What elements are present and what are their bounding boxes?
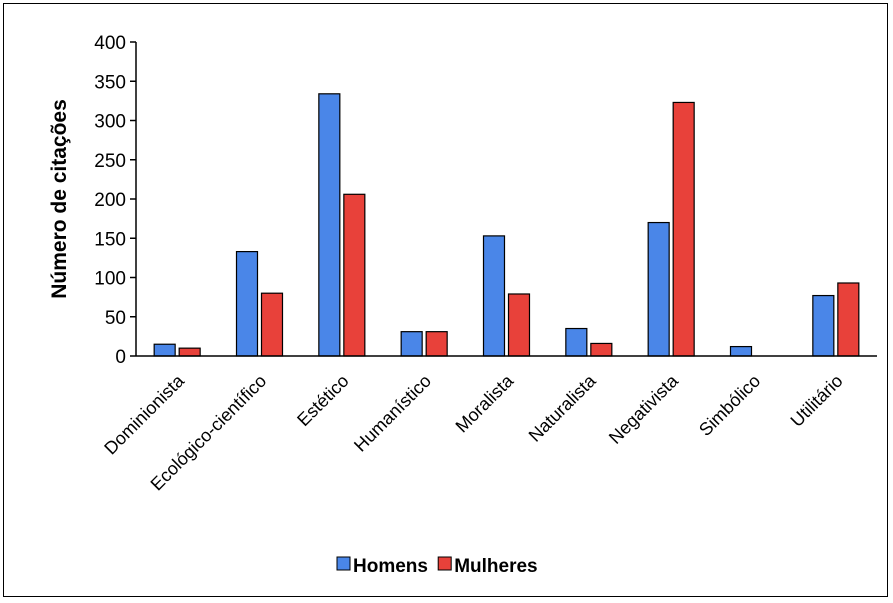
bar-mulheres-1 bbox=[260, 292, 284, 357]
bar-chart: 0 50 100 150 200 250 300 350 400 DominionistaEco… bbox=[48, 33, 877, 577]
x-category-label: Moralista bbox=[452, 370, 518, 436]
bar-mulheres-5 bbox=[590, 342, 613, 357]
bar-mulheres-8 bbox=[837, 282, 860, 357]
bar-homens-4 bbox=[482, 235, 506, 357]
bar-mulheres-3 bbox=[425, 331, 448, 357]
y-tick-label: 0 bbox=[115, 347, 126, 368]
y-ticks: 0 50 100 150 200 250 300 350 400 bbox=[94, 33, 136, 368]
x-category-label: Negativista bbox=[605, 370, 683, 448]
legend-swatch-homens bbox=[336, 556, 351, 571]
x-category-label: Naturalista bbox=[525, 370, 601, 446]
x-category-label: Estético bbox=[293, 371, 352, 430]
legend: Homens Mulheres bbox=[336, 556, 538, 577]
bar-homens-2 bbox=[318, 93, 341, 357]
bar-mulheres-6 bbox=[672, 101, 695, 357]
bar-mulheres-4 bbox=[507, 293, 531, 357]
bar-homens-0 bbox=[153, 343, 176, 357]
bar-homens-7 bbox=[729, 345, 753, 357]
bar-homens-6 bbox=[647, 221, 670, 357]
legend-label-mulheres: Mulheres bbox=[454, 556, 537, 577]
x-category-label: Dominionista bbox=[100, 370, 188, 458]
y-tick-label: 350 bbox=[94, 72, 126, 93]
y-tick-label: 250 bbox=[94, 151, 126, 172]
x-category-label: Simbólico bbox=[695, 371, 764, 440]
legend-swatch-mulheres bbox=[437, 556, 452, 571]
x-category-label: Utilitário bbox=[787, 371, 847, 431]
bars-layer bbox=[153, 93, 860, 357]
bar-homens-8 bbox=[812, 294, 835, 357]
y-tick-label: 200 bbox=[94, 190, 126, 211]
bar-homens-3 bbox=[400, 331, 423, 357]
bar-mulheres-0 bbox=[178, 347, 201, 357]
bar-homens-5 bbox=[565, 327, 588, 357]
y-tick-label: 300 bbox=[94, 112, 126, 133]
y-tick-label: 150 bbox=[94, 229, 126, 250]
x-category-label: Humanístico bbox=[350, 371, 435, 456]
bar-homens-1 bbox=[235, 250, 259, 357]
y-tick-label: 400 bbox=[94, 33, 126, 54]
y-tick-label: 100 bbox=[94, 269, 126, 290]
y-tick-label: 50 bbox=[105, 308, 126, 329]
bar-mulheres-2 bbox=[343, 193, 366, 357]
y-axis-title: Número de citações bbox=[48, 99, 71, 299]
chart-frame: 0 50 100 150 200 250 300 350 400 Dominionista Eco… bbox=[3, 3, 888, 597]
legend-label-homens: Homens bbox=[353, 556, 428, 577]
